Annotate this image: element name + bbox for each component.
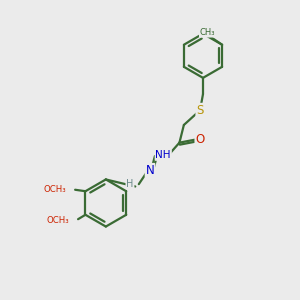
Text: O: O: [195, 133, 205, 146]
Text: N: N: [146, 164, 154, 177]
Text: S: S: [196, 104, 204, 117]
Text: OCH₃: OCH₃: [46, 216, 69, 225]
Text: NH: NH: [155, 150, 171, 160]
Text: OCH₃: OCH₃: [44, 185, 66, 194]
Text: CH₃: CH₃: [200, 28, 215, 37]
Text: H: H: [126, 178, 134, 189]
